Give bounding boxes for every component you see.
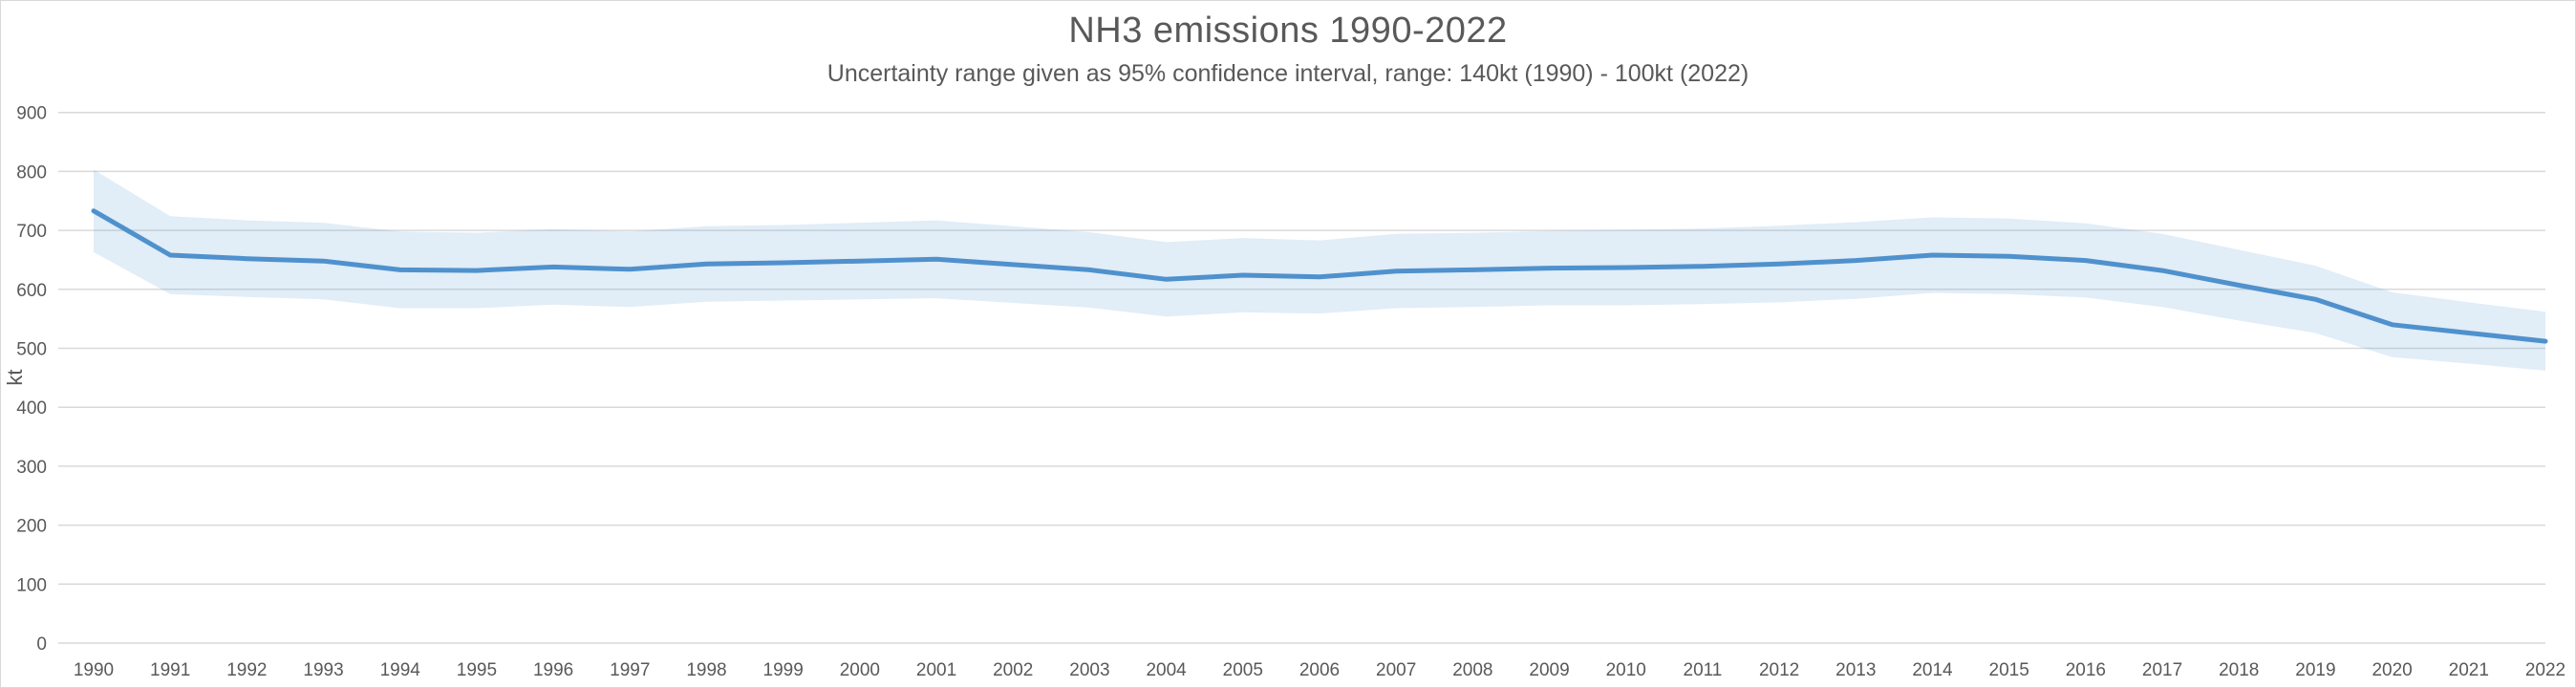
x-tick-label: 2005 [1223,660,1263,680]
x-tick-label: 1997 [610,660,650,680]
chart-title: NH3 emissions 1990-2022 [1068,11,1508,51]
x-tick-label: 1996 [533,660,573,680]
x-tick-label: 2010 [1606,660,1646,680]
x-tick-label: 1993 [303,660,343,680]
x-tick-label: 1991 [150,660,190,680]
x-tick-label: 2002 [993,660,1033,680]
y-tick-label: 100 [16,575,47,595]
x-tick-label: 1990 [74,660,114,680]
y-tick-label: 300 [16,458,47,478]
x-tick-label: 1995 [457,660,497,680]
confidence-band [94,169,2545,371]
x-tick-label: 2008 [1452,660,1492,680]
x-tick-label: 2016 [2066,660,2106,680]
x-tick-label: 2018 [2219,660,2259,680]
chart-subtitle: Uncertainty range given as 95% confidenc… [826,60,1750,87]
x-tick-label: 2007 [1376,660,1416,680]
x-tick-label: 2017 [2142,660,2182,680]
x-tick-label: 2014 [1912,660,1953,680]
x-tick-label: 1998 [686,660,726,680]
y-axis-title: kt [3,369,27,385]
y-tick-label: 0 [36,634,47,655]
x-tick-label: 2022 [2525,660,2565,680]
x-tick-label: 1999 [763,660,804,680]
x-tick-label: 1992 [226,660,267,680]
x-tick-label: 2004 [1146,660,1187,680]
x-tick-label: 2020 [2372,660,2412,680]
x-tick-label: 2009 [1529,660,1569,680]
y-tick-label: 200 [16,517,47,537]
x-tick-label: 1994 [380,660,421,680]
emissions-line [91,208,2548,344]
x-tick-label: 2019 [2295,660,2335,680]
x-tick-label: 2021 [2449,660,2489,680]
x-tick-label: 2011 [1684,660,1723,680]
x-tick-label: 2000 [840,660,880,680]
x-tick-label: 2006 [1299,660,1340,680]
y-tick-label: 800 [16,162,47,183]
x-tick-label: 2015 [1989,660,2029,680]
x-tick-label: 2001 [916,660,956,680]
y-tick-label: 700 [16,222,47,242]
y-tick-label: 400 [16,398,47,419]
y-tick-label: 900 [16,104,47,124]
x-tick-label: 2013 [1835,660,1876,680]
x-tick-label: 2012 [1759,660,1799,680]
x-tick-label: 2003 [1069,660,1109,680]
y-tick-label: 500 [16,340,47,360]
y-tick-label: 600 [16,281,47,301]
